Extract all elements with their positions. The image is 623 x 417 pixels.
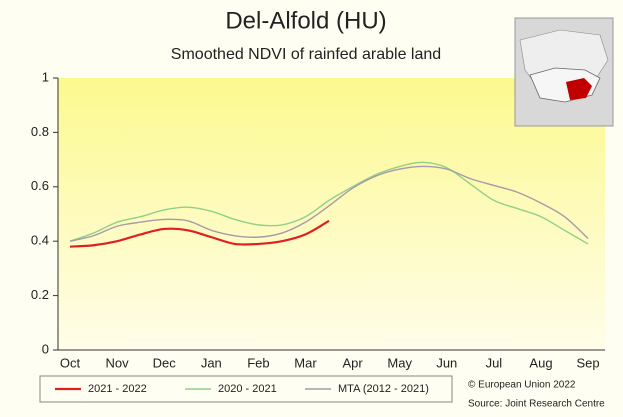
x-tick-label: May — [387, 355, 412, 370]
x-tick-label: Jul — [486, 355, 503, 370]
y-tick-label: 0.2 — [31, 287, 49, 302]
x-tick-label: Apr — [342, 355, 363, 370]
y-tick-label: 0 — [42, 341, 49, 356]
legend-label: 2021 - 2022 — [88, 383, 147, 395]
x-tick-label: Mar — [294, 355, 317, 370]
y-tick-label: 0.6 — [31, 178, 49, 193]
chart-title: Del-Alfold (HU) — [225, 7, 386, 34]
y-tick-label: 0.4 — [31, 233, 49, 248]
x-tick-label: Feb — [247, 355, 269, 370]
y-tick-label: 1 — [42, 69, 49, 84]
series-line — [69, 219, 330, 248]
legend-label: MTA (2012 - 2021) — [338, 383, 429, 395]
x-tick-label: Oct — [60, 355, 81, 370]
x-tick-label: Jan — [201, 355, 222, 370]
credit: © European Union 2022 — [468, 380, 576, 391]
x-tick-label: Sep — [577, 355, 600, 370]
x-tick-label: Nov — [106, 355, 130, 370]
map-inset — [514, 17, 614, 127]
series-line — [69, 161, 589, 245]
y-tick-label: 0.8 — [31, 124, 49, 139]
x-tick-label: Jun — [436, 355, 457, 370]
legend — [39, 375, 453, 403]
x-tick-label: Aug — [529, 355, 552, 370]
legend-label: 2020 - 2021 — [218, 383, 277, 395]
series-line — [69, 165, 589, 242]
legend-box — [39, 375, 453, 403]
x-tick-label: Dec — [153, 355, 177, 370]
credit: Source: Joint Research Centre — [468, 399, 605, 410]
chart-subtitle: Smoothed NDVI of rainfed arable land — [171, 46, 441, 63]
